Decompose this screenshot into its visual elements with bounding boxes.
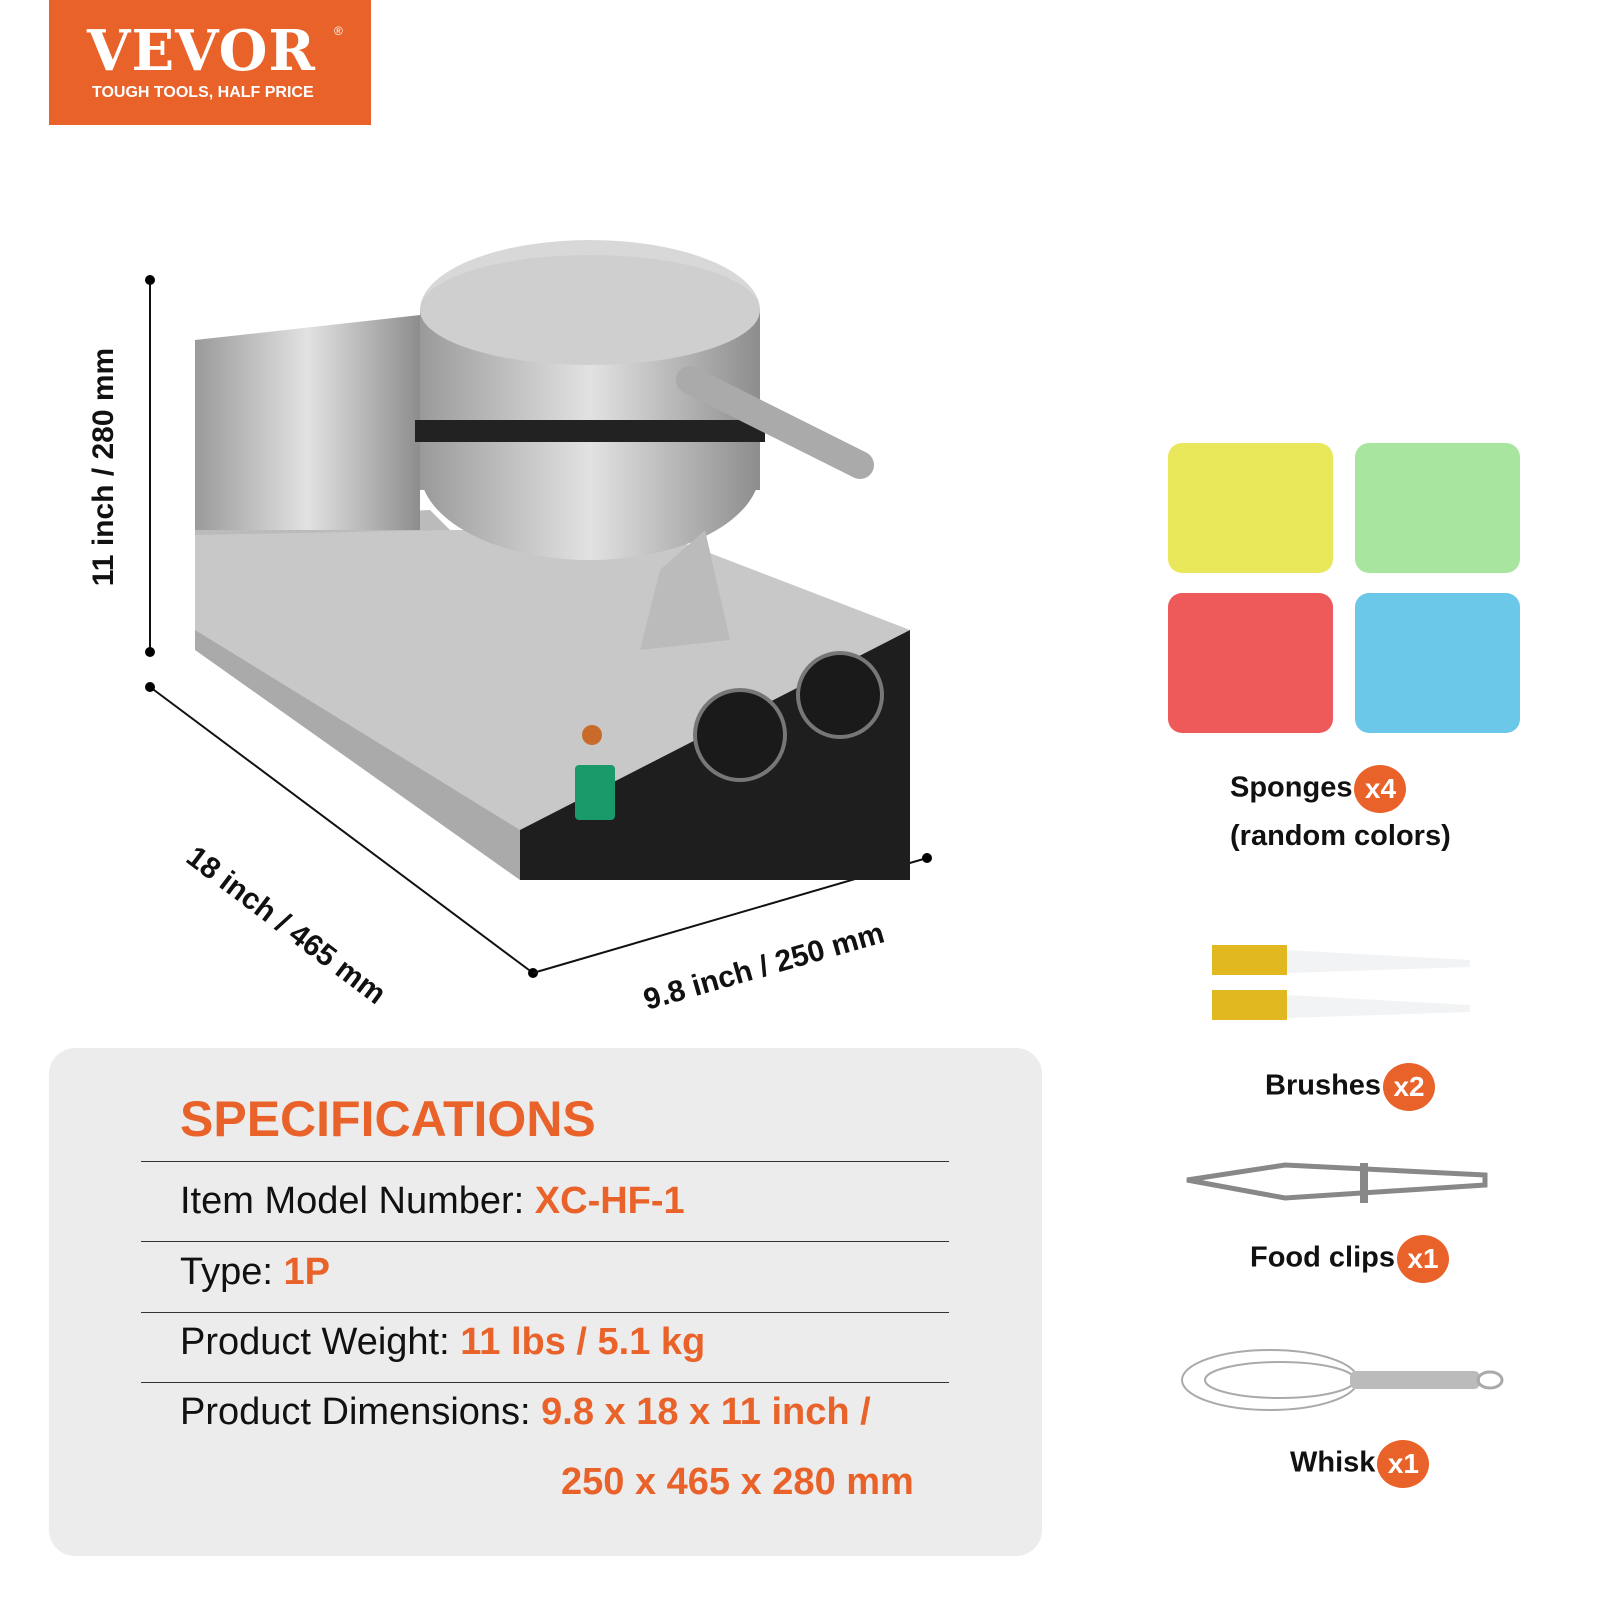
divider [141,1312,949,1313]
accessory-note: (random colors) [1230,820,1451,852]
spec-row-dimensions: Product Dimensions: 9.8 x 18 x 11 inch / [180,1391,871,1434]
sponge-icon [1168,443,1520,733]
accessory-name: Sponges [1230,771,1353,804]
vevor-logo: VEVOR ® TOUGH TOOLS, HALF PRICE [49,0,371,125]
divider [141,1161,949,1162]
accessory-name: Food clips [1250,1241,1395,1274]
tongs-icon [1186,1162,1488,1203]
accessory-name: Whisk [1290,1446,1376,1479]
spec-row-weight: Product Weight: 11 lbs / 5.1 kg [180,1321,705,1364]
accessory-brushes: Brushes x2 [1265,1063,1436,1111]
accessory-food-clips: Food clips x1 [1250,1235,1449,1283]
sponge [1168,593,1333,733]
height-dimension: 11 inch / 280 mm [87,347,121,587]
spec-value: XC-HF-1 [534,1180,685,1222]
logo-tagline: TOUGH TOOLS, HALF PRICE [92,84,314,101]
spec-label: Type: [180,1251,273,1293]
registered-mark: ® [334,24,343,38]
spec-value: 1P [283,1251,330,1293]
spec-value-dimensions-mm: 250 x 465 x 280 mm [561,1461,914,1503]
sponge [1355,593,1520,733]
spec-value: 9.8 x 18 x 11 inch / [541,1391,871,1433]
specifications-title: SPECIFICATIONS [180,1091,596,1147]
sponge [1168,443,1333,573]
quantity-badge: x4 [1354,765,1407,813]
quantity-badge: x1 [1377,1440,1430,1488]
divider [141,1241,949,1242]
logo-wordmark: VEVOR [87,18,316,84]
spec-label: Product Dimensions: [180,1391,531,1433]
spec-row-type: Type: 1P [180,1251,330,1294]
accessory-whisk: Whisk x1 [1290,1440,1430,1488]
divider [141,1382,949,1383]
spec-label: Item Model Number: [180,1180,525,1222]
accessory-name: Brushes [1265,1069,1382,1102]
quantity-badge: x2 [1383,1063,1436,1111]
specifications-panel: SPECIFICATIONS Item Model Number: XC-HF-… [49,1048,1042,1556]
brush-icon [1212,945,1470,1020]
accessory-sponges: Sponges x4 [1230,765,1407,813]
waffle-maker-image [195,240,910,880]
quantity-badge: x1 [1397,1235,1449,1283]
sponge [1355,443,1520,573]
whisk-icon [1181,1349,1504,1411]
spec-row-model: Item Model Number: XC-HF-1 [180,1180,685,1223]
spec-label: Product Weight: [180,1321,450,1363]
spec-value: 11 lbs / 5.1 kg [460,1321,706,1363]
